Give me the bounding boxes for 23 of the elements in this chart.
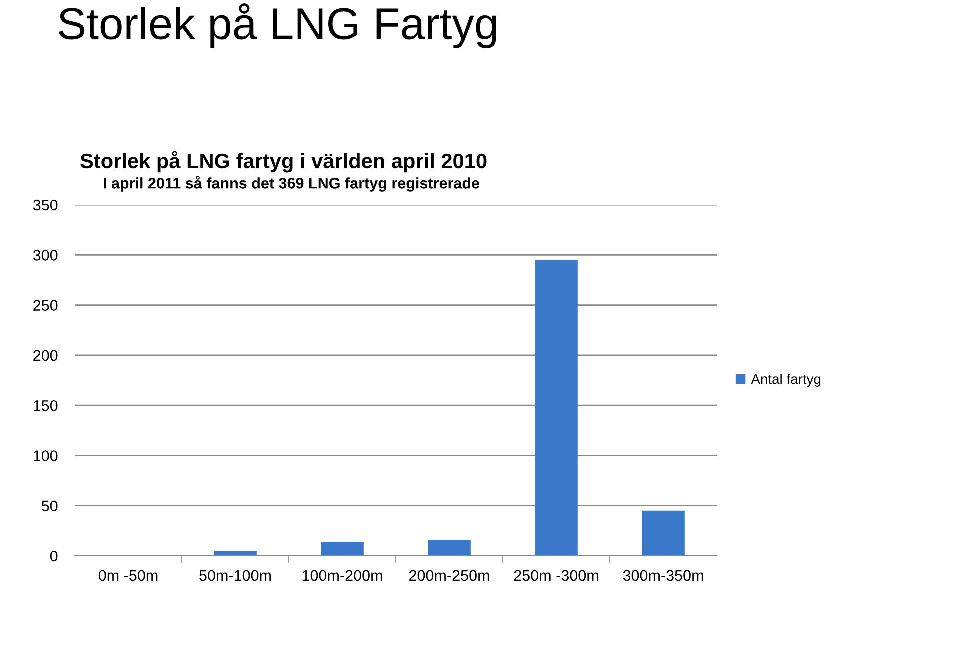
- y-tick-label: 200: [34, 350, 58, 362]
- x-tick-label: 0m -50m: [98, 570, 158, 582]
- y-tick-label: 50: [42, 500, 58, 512]
- x-tick-label: 200m-250m: [410, 570, 490, 582]
- text: Storlek på LNG Fartyg: [59, 3, 496, 49]
- y-tick-label: 350: [33, 200, 58, 211]
- x-tick-label: 100m-200m: [302, 570, 382, 582]
- x-tick-label: 50m-100m: [200, 570, 272, 582]
- x-tick-label: 250m -300m: [514, 570, 598, 582]
- x-tick-label: 300m-350m: [623, 570, 704, 582]
- legend-label: Antal fartyg: [751, 374, 821, 387]
- bar: [321, 542, 364, 556]
- bar: [214, 550, 257, 556]
- chart-title: Storlek på LNG fartyg i världen april 2010: [80, 151, 487, 173]
- bar: [428, 540, 471, 556]
- y-tick-label: 250: [34, 300, 58, 311]
- chart-subtitle: I april 2011 så fanns det 369 LNG fartyg registrerade: [104, 176, 480, 192]
- y-tick-label: 100: [34, 450, 58, 462]
- bar: [535, 260, 578, 556]
- y-tick-label: 300: [33, 250, 58, 261]
- y-tick-label: 150: [34, 400, 58, 412]
- bar: [642, 510, 685, 556]
- y-tick-label: 0: [50, 550, 58, 562]
